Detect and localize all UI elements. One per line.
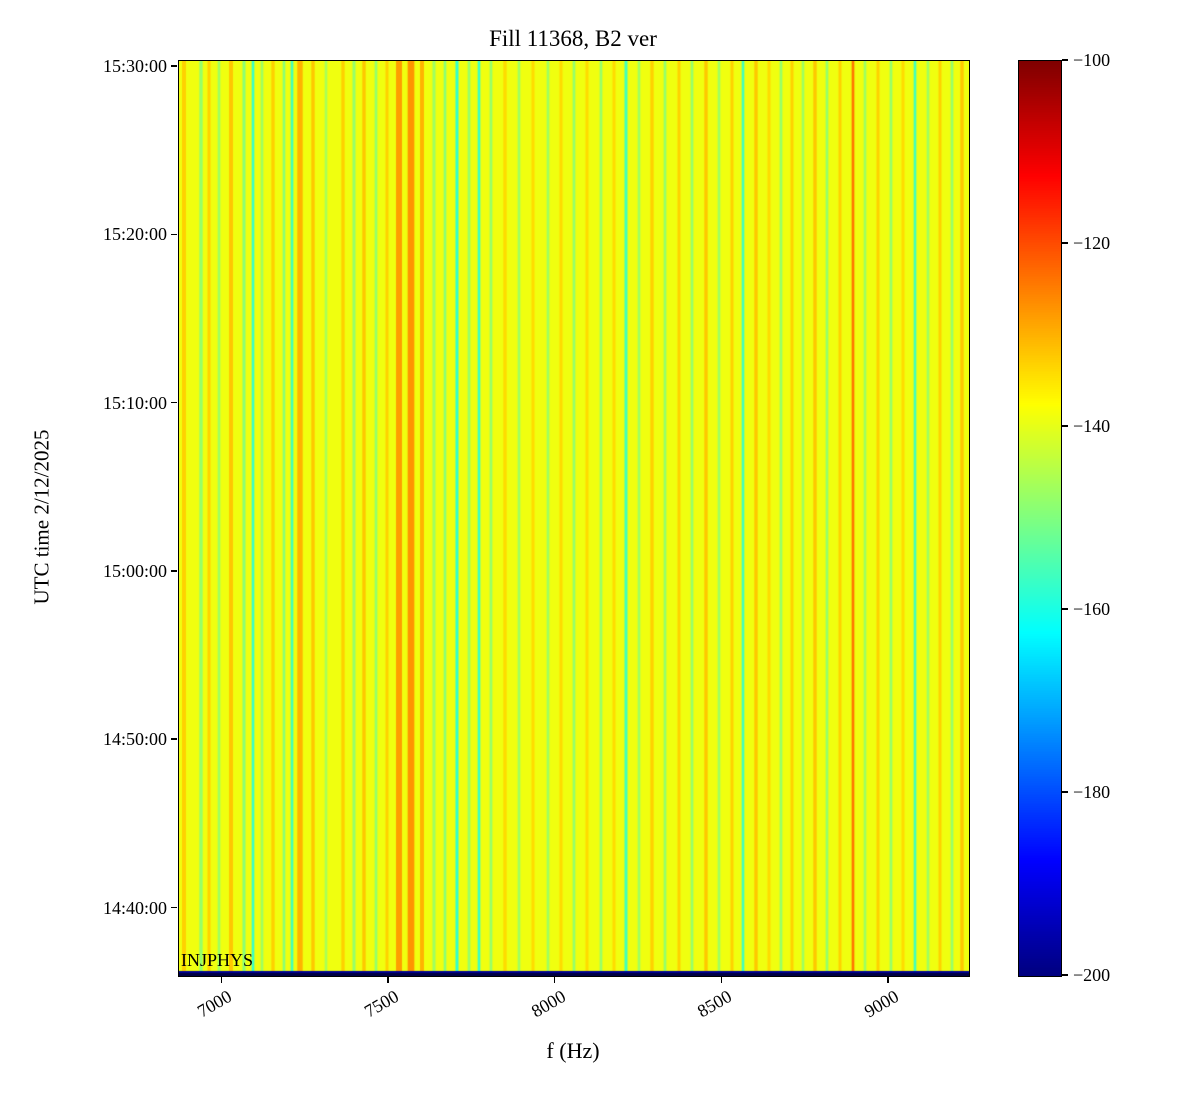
x-axis-label: f (Hz)	[546, 1038, 600, 1063]
colorbar-tick-label: −100	[1073, 50, 1111, 70]
heatmap-plot-area	[178, 60, 970, 977]
y-tickmark	[171, 401, 177, 404]
y-tickmark	[171, 233, 177, 236]
colorbar-tickmark	[1062, 974, 1068, 976]
colorbar-tick-label: −180	[1073, 782, 1111, 802]
y-tick-label: 15:20:00	[102, 224, 167, 245]
heatmap-canvas	[179, 61, 969, 976]
colorbar-tickmark	[1062, 59, 1068, 61]
y-tickmark	[171, 906, 177, 909]
y-tick-label: 15:10:00	[102, 392, 167, 413]
annotation-injphys: INJPHYS	[181, 950, 254, 970]
y-axis-label: UTC time 2/12/2025	[29, 429, 54, 605]
y-tick-label: 15:30:00	[102, 56, 167, 76]
colorbar-tick-label: −200	[1073, 965, 1111, 985]
colorbar-tickmark	[1062, 791, 1068, 793]
y-tick-label: 14:50:00	[102, 729, 167, 750]
y-tickmark	[171, 65, 177, 67]
y-tickmark	[171, 570, 177, 572]
colorbar	[1018, 60, 1062, 977]
x-tickmark	[887, 977, 889, 983]
y-tick-label: 15:00:00	[102, 560, 167, 581]
figure-title: Fill 11368, B2 ver	[489, 26, 657, 51]
colorbar-tick-label: −160	[1073, 599, 1111, 619]
y-tickmark	[171, 738, 177, 740]
y-tick-label: 14:40:00	[102, 897, 167, 918]
colorbar-tick-label: −140	[1073, 416, 1111, 436]
x-tickmark	[553, 977, 556, 983]
x-tickmark	[720, 977, 723, 983]
colorbar-tickmark	[1062, 608, 1068, 610]
colorbar-tickmark	[1062, 425, 1068, 427]
colorbar-canvas	[1019, 61, 1061, 976]
x-tickmark	[387, 977, 389, 983]
colorbar-tick-label: −120	[1073, 233, 1111, 253]
x-tickmark	[220, 977, 223, 983]
colorbar-tickmark	[1062, 242, 1068, 244]
